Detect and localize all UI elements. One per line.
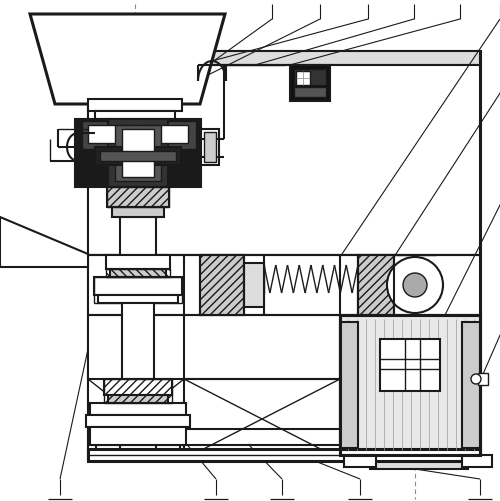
Bar <box>201 130 219 166</box>
Bar <box>95 148 181 166</box>
Bar <box>90 427 186 445</box>
Bar <box>200 256 244 315</box>
Bar <box>120 217 156 256</box>
Bar <box>104 379 172 403</box>
Bar <box>358 256 394 315</box>
Bar <box>115 126 161 182</box>
Bar <box>90 403 186 415</box>
Circle shape <box>403 274 427 298</box>
Bar <box>204 133 216 163</box>
Bar <box>94 278 182 296</box>
Bar <box>340 315 480 455</box>
Bar <box>106 270 170 278</box>
Bar <box>380 339 440 391</box>
Bar <box>340 315 480 455</box>
Bar <box>108 395 168 403</box>
Bar <box>100 152 176 162</box>
Bar <box>200 256 244 315</box>
Bar <box>88 52 480 66</box>
Bar <box>88 66 480 256</box>
Bar <box>88 256 480 459</box>
Bar <box>88 449 480 461</box>
Bar <box>244 264 264 308</box>
Bar <box>370 455 468 469</box>
Bar <box>156 445 180 455</box>
Bar <box>110 270 166 278</box>
Bar <box>106 256 170 270</box>
Bar <box>96 445 120 455</box>
Bar <box>296 72 310 86</box>
Bar <box>294 88 326 98</box>
Bar <box>88 126 132 144</box>
Bar <box>86 415 190 427</box>
Bar <box>88 455 480 461</box>
Circle shape <box>387 258 443 313</box>
Bar <box>108 120 168 188</box>
Bar <box>290 66 330 102</box>
Bar <box>122 130 154 178</box>
Bar <box>75 120 201 188</box>
Bar <box>478 373 488 385</box>
Polygon shape <box>30 15 225 105</box>
Polygon shape <box>0 217 88 268</box>
Bar <box>95 112 175 120</box>
Bar <box>107 188 169 207</box>
Bar <box>122 304 154 379</box>
Bar <box>140 122 196 150</box>
Circle shape <box>471 374 481 384</box>
Bar <box>98 296 178 304</box>
Bar <box>107 188 169 207</box>
Bar <box>344 455 376 467</box>
Bar <box>294 70 326 86</box>
Bar <box>112 207 164 217</box>
Bar <box>104 379 172 395</box>
Bar <box>88 100 182 112</box>
Bar <box>340 322 358 448</box>
Bar <box>358 256 394 315</box>
Bar <box>94 278 182 304</box>
Bar <box>144 126 188 144</box>
Bar <box>82 122 138 150</box>
Bar <box>462 455 492 467</box>
Bar <box>462 322 480 448</box>
Bar <box>88 52 480 459</box>
